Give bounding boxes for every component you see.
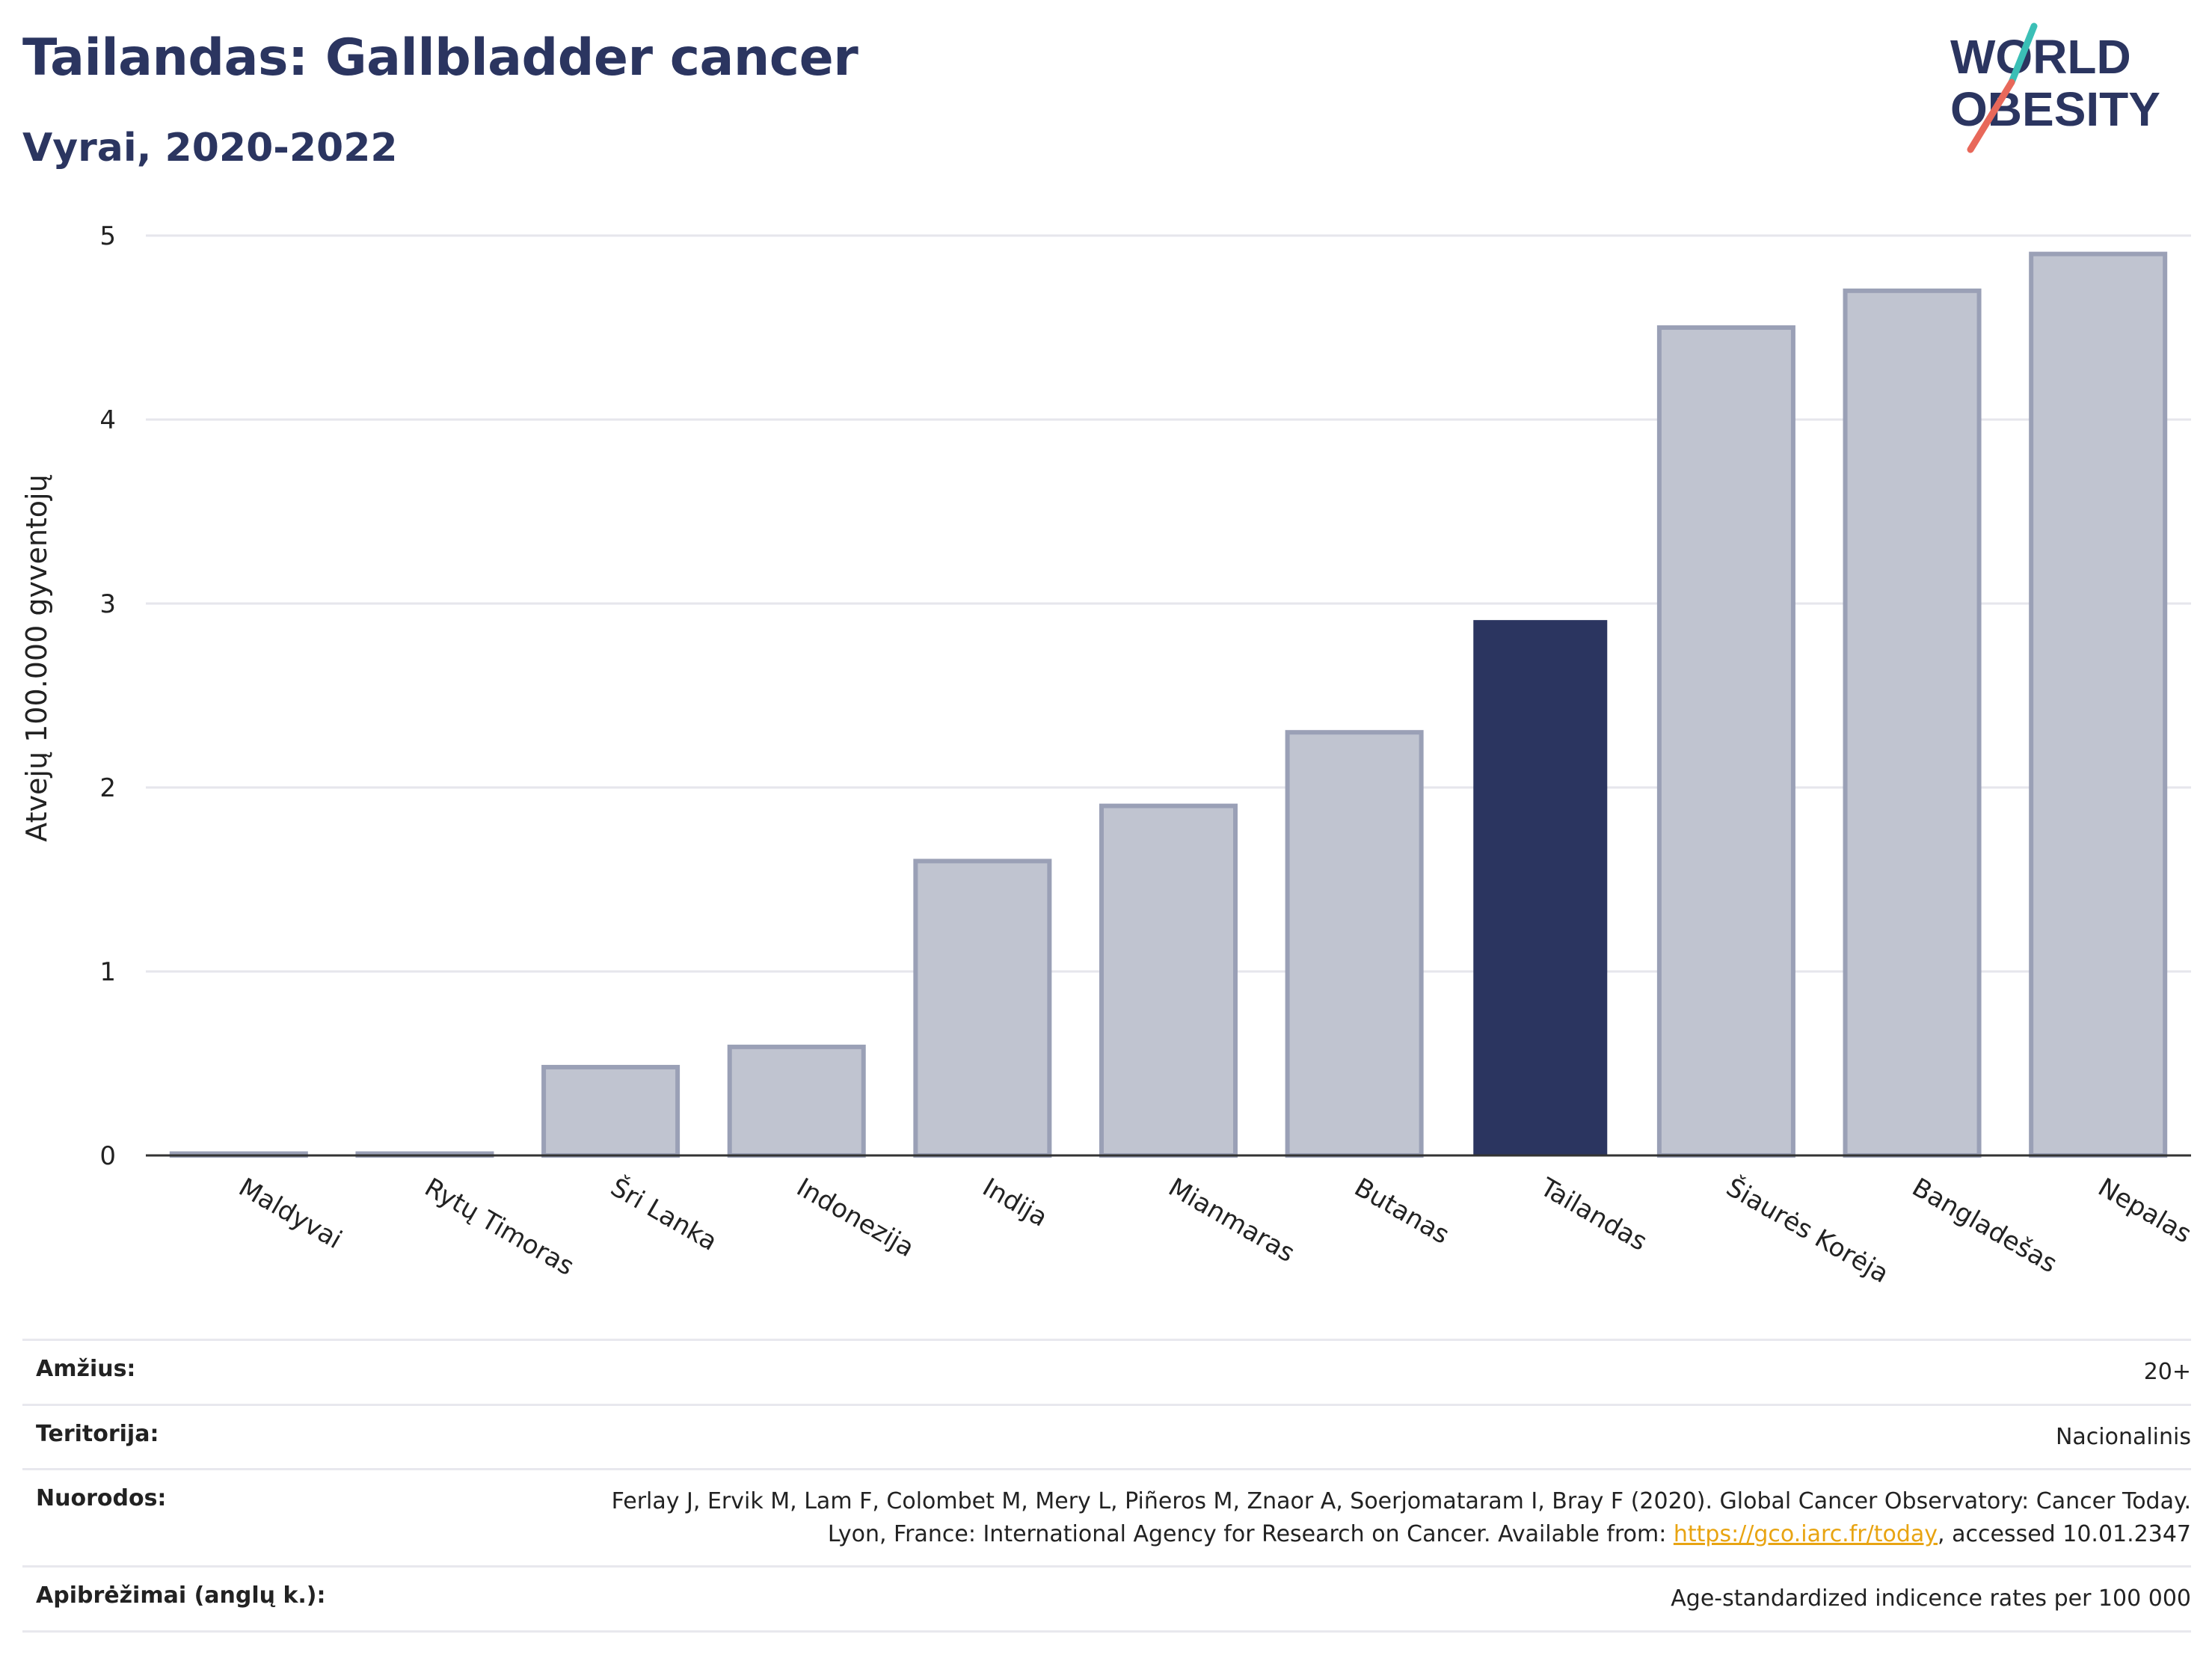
bar-4 <box>913 859 1052 1158</box>
bar-3 <box>727 1044 866 1158</box>
bar-2 <box>541 1064 681 1158</box>
meta-value-references: Ferlay J, Ervik M, Lam F, Colombet M, Me… <box>583 1485 2191 1550</box>
bar-5 <box>1099 803 1238 1158</box>
y-axis-title: Atvejų 100.000 gyventojų <box>20 474 53 841</box>
bar-9 <box>1843 288 1982 1158</box>
meta-row-definitions: Apibrėžimai (anglų k.): Age-standardized… <box>22 1565 2191 1633</box>
x-tick-label-5: Mianmaras <box>1164 1173 1300 1268</box>
y-tick-label-4: 4 <box>99 405 116 435</box>
chart-subtitle: Vyrai, 2020-2022 <box>22 126 398 171</box>
meta-value-territory: Nacionalinis <box>2055 1423 2191 1450</box>
bar-6 <box>1285 730 1424 1158</box>
x-tick-label-9: Bangladešas <box>1907 1173 2062 1280</box>
x-tick-label-1: Rytų Timoras <box>420 1173 579 1282</box>
y-tick-label-1: 1 <box>99 957 116 987</box>
meta-value-definitions: Age-standardized indicence rates per 100… <box>1671 1585 2191 1612</box>
logo-slash-bottom <box>1967 79 2015 153</box>
reference-accessed: , accessed 10.01.2347 <box>1938 1520 2191 1547</box>
x-tick-label-8: Šiaurės Korėja <box>1721 1172 1894 1289</box>
meta-key-references: Nuorodos: <box>36 1485 167 1511</box>
world-obesity-logo: WORLD OBESITY <box>1950 22 2160 153</box>
bar-7 <box>1473 620 1608 1155</box>
y-tick-label-5: 5 <box>99 221 116 251</box>
meta-row-references: Nuorodos: Ferlay J, Ervik M, Lam F, Colo… <box>22 1468 2191 1565</box>
x-tick-label-6: Butanas <box>1349 1173 1454 1250</box>
x-tick-label-3: Indonezija <box>791 1173 919 1264</box>
logo-slash-top <box>2008 22 2038 86</box>
y-tick-label-2: 2 <box>99 773 116 803</box>
reference-text: Ferlay J, Ervik M, Lam F, Colombet M, Me… <box>611 1488 2191 1547</box>
bar-10 <box>2029 251 2168 1158</box>
x-tick-label-2: Šri Lanka <box>606 1172 723 1257</box>
chart-title: Tailandas: Gallbladder cancer <box>22 28 858 87</box>
reference-link[interactable]: https://gco.iarc.fr/today <box>1673 1520 1938 1547</box>
metadata-table: Amžius: 20+ Teritorija: Nacionalinis Nuo… <box>22 1339 2191 1633</box>
x-tick-label-4: Indija <box>977 1173 1052 1233</box>
meta-key-definitions: Apibrėžimai (anglų k.): <box>36 1582 326 1609</box>
logo-text-world: WORLD <box>1950 30 2131 84</box>
meta-row-territory: Teritorija: Nacionalinis <box>22 1403 2191 1469</box>
x-tick-label-7: Tailandas <box>1534 1172 1652 1257</box>
y-tick-label-0: 0 <box>99 1141 116 1171</box>
meta-value-age: 20+ <box>2143 1359 2191 1385</box>
y-tick-label-3: 3 <box>99 589 116 619</box>
meta-key-territory: Teritorija: <box>36 1420 159 1447</box>
x-tick-label-10: Nepalas <box>2093 1173 2196 1250</box>
bar-chart: 0 1 2 3 4 5 Atvejų 100.000 gyventojų Maldyvai Ry… <box>20 221 2196 1289</box>
x-tick-label-0: Maldyvai <box>233 1173 346 1256</box>
bar-8 <box>1656 325 1795 1158</box>
meta-key-age: Amžius: <box>36 1356 136 1382</box>
meta-row-age: Amžius: 20+ <box>22 1339 2191 1404</box>
